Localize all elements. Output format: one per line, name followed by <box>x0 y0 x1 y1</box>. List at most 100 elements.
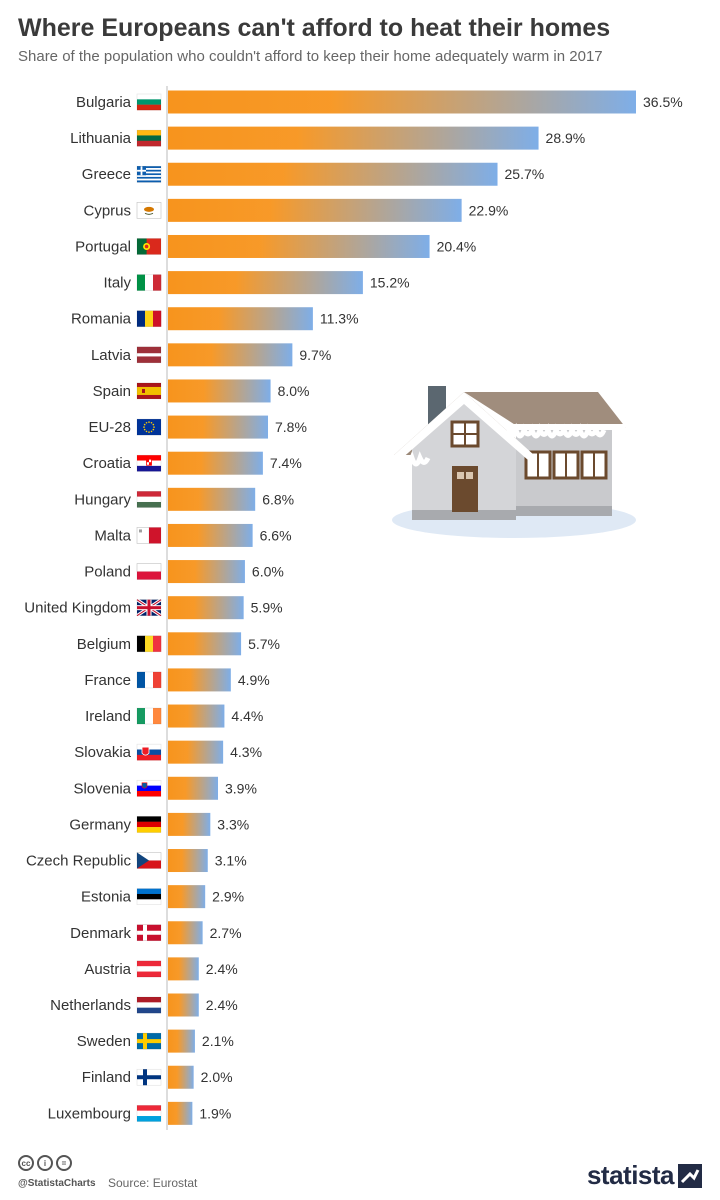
category-label: Portugal <box>75 238 131 255</box>
category-label: Croatia <box>83 455 132 472</box>
bar-austria <box>168 957 199 981</box>
nd-icon: = <box>56 1155 72 1171</box>
value-label: 5.9% <box>251 600 283 616</box>
category-label: EU-28 <box>88 419 131 436</box>
flag-portugal-icon <box>136 238 162 255</box>
value-label: 7.8% <box>275 419 307 435</box>
bar-spain <box>168 379 271 403</box>
bar-czech-republic <box>168 849 208 873</box>
category-label: Austria <box>84 961 131 978</box>
category-label: Ireland <box>85 708 131 725</box>
flag-czech-icon <box>136 852 162 869</box>
flag-france-icon <box>136 671 162 689</box>
flag-croatia-icon <box>136 454 162 472</box>
flag-netherlands-icon <box>136 996 162 1014</box>
bar-hungary <box>168 487 256 511</box>
category-label: Hungary <box>74 491 131 508</box>
value-label: 6.0% <box>252 564 284 580</box>
value-label: 22.9% <box>469 202 509 218</box>
value-label: 6.6% <box>260 527 292 543</box>
chart-subtitle: Share of the population who couldn't aff… <box>18 48 603 65</box>
value-label: 25.7% <box>505 166 545 182</box>
bar-finland <box>168 1065 194 1089</box>
flag-uk-icon <box>136 598 162 618</box>
chart-title: Where Europeans can't afford to heat the… <box>18 14 611 42</box>
bar-italy <box>168 271 363 295</box>
bar-slovakia <box>168 740 224 764</box>
category-label: Italy <box>103 275 131 292</box>
category-label: Sweden <box>77 1033 131 1050</box>
value-label: 6.8% <box>262 491 294 507</box>
bar-greece <box>168 162 498 186</box>
value-label: 8.0% <box>278 383 310 399</box>
category-label: France <box>84 672 131 689</box>
flag-estonia-icon <box>136 888 162 905</box>
flag-poland-icon <box>136 563 162 580</box>
social-handle: @StatistaCharts <box>18 1178 96 1189</box>
value-label: 36.5% <box>643 94 683 110</box>
bar-cyprus <box>168 198 462 222</box>
by-icon: i <box>37 1155 53 1171</box>
bar-eu-28 <box>168 415 269 439</box>
bar-portugal <box>168 234 430 258</box>
bar-united-kingdom <box>168 596 244 620</box>
flag-spain-icon <box>136 382 162 400</box>
flag-finland-icon <box>136 1068 162 1086</box>
bar-germany <box>168 812 211 836</box>
bar-romania <box>168 307 313 331</box>
flag-latvia-icon <box>136 346 162 364</box>
category-label: Belgium <box>77 636 131 653</box>
bar-sweden <box>168 1029 195 1053</box>
value-label: 9.7% <box>299 347 331 363</box>
bar-chart: Bulgaria 36.5% Lithuania 28.9% Greece 25.7% Cy… <box>24 86 683 1130</box>
value-label: 2.4% <box>206 961 238 977</box>
value-label: 2.1% <box>202 1033 234 1049</box>
brand-logo: statista <box>586 1160 675 1190</box>
flag-hungary-icon <box>136 491 162 508</box>
bar-slovenia <box>168 776 219 800</box>
value-label: 4.9% <box>238 672 270 688</box>
cc-icon: cc <box>18 1155 34 1171</box>
flag-denmark-icon <box>136 924 162 942</box>
flag-cyprus-icon <box>136 202 162 219</box>
flag-bulgaria-icon <box>136 93 162 111</box>
category-label: Estonia <box>81 889 132 906</box>
flag-belgium-icon <box>136 635 162 653</box>
value-label: 4.4% <box>231 708 263 724</box>
value-label: 7.4% <box>270 455 302 471</box>
value-label: 2.9% <box>212 889 244 905</box>
bar-lithuania <box>168 126 539 150</box>
flag-luxembourg-icon <box>136 1105 162 1122</box>
bar-netherlands <box>168 993 199 1017</box>
statista-mark-icon <box>678 1164 702 1188</box>
flag-malta-icon <box>136 527 162 544</box>
category-label: Romania <box>71 311 132 328</box>
value-label: 2.4% <box>206 997 238 1013</box>
value-label: 3.3% <box>217 816 249 832</box>
flag-austria-icon <box>136 960 162 978</box>
category-label: United Kingdom <box>24 600 131 617</box>
flag-sweden-icon <box>136 1032 162 1050</box>
value-label: 4.3% <box>230 744 262 760</box>
bar-france <box>168 668 231 692</box>
category-label: Cyprus <box>83 202 131 219</box>
source-note: Source: Eurostat <box>108 1176 198 1190</box>
snowy-house-icon <box>392 386 636 538</box>
value-label: 5.7% <box>248 636 280 652</box>
bar-estonia <box>168 885 206 909</box>
category-label: Czech Republic <box>26 853 132 870</box>
category-label: Spain <box>93 383 131 400</box>
category-label: Slovenia <box>73 780 131 797</box>
category-label: Greece <box>82 166 131 183</box>
flag-greece-icon <box>136 165 162 183</box>
value-label: 2.0% <box>201 1069 233 1085</box>
category-label: Malta <box>94 527 131 544</box>
flag-slovenia-icon <box>136 779 162 797</box>
value-label: 15.2% <box>370 275 410 291</box>
flag-germany-icon <box>136 816 162 833</box>
category-label: Lithuania <box>70 130 132 147</box>
value-label: 1.9% <box>199 1105 231 1121</box>
category-label: Bulgaria <box>76 94 132 111</box>
value-label: 11.3% <box>320 311 359 327</box>
bar-croatia <box>168 451 263 475</box>
